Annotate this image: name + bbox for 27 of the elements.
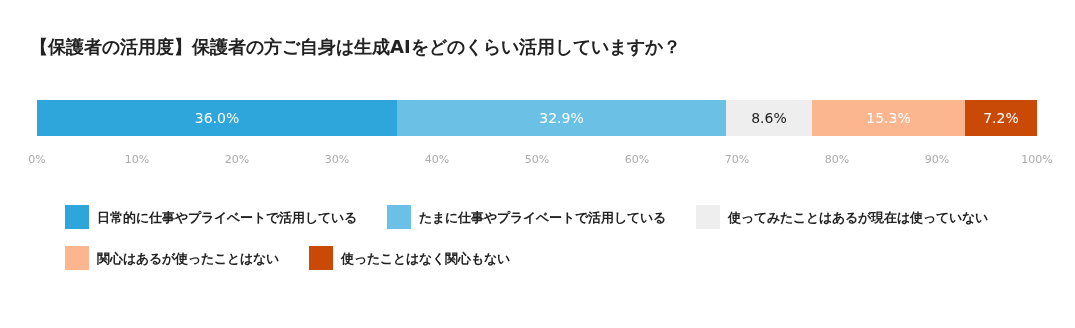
x-tick-label: 30%: [324, 153, 350, 166]
data-label: 32.9%: [539, 110, 584, 126]
bar: [397, 100, 726, 136]
legend-label: 日常的に仕事やプライベートで活用している: [97, 210, 357, 225]
x-tick-label: 80%: [824, 153, 850, 166]
data-label: 36.0%: [194, 110, 240, 126]
legend-label: たまに仕事やプライベートで活用している: [419, 210, 666, 225]
bar: [812, 100, 965, 136]
x-tick-label: 50%: [524, 153, 550, 166]
legend-label: 使ってみたことはあるが現在は使っていない: [727, 210, 988, 225]
x-tick-label: 60%: [624, 153, 650, 166]
data-label: 15.3%: [866, 110, 911, 126]
x-tick-label: 40%: [424, 153, 450, 166]
x-tick-label: 20%: [224, 153, 250, 166]
bar: [726, 100, 812, 136]
x-tick-label: 10%: [124, 153, 150, 166]
x-tick-label: 100%: [1021, 153, 1053, 166]
legend-label: 関心はあるが使ったことはない: [97, 251, 279, 266]
data-label: 8.6%: [751, 110, 787, 126]
legend-label: 使ったことはなく関心もない: [340, 251, 510, 266]
x-tick-label: 0%: [28, 153, 46, 166]
x-tick-label: 70%: [724, 153, 750, 166]
chart-title: 【保護者の活用度】保護者の方ご自身は生成AIをどのくらい活用していますか？: [30, 36, 681, 57]
x-tick-label: 90%: [924, 153, 950, 166]
data-label: 7.2%: [983, 110, 1019, 126]
bar: [965, 100, 1037, 136]
bar: [37, 100, 397, 136]
